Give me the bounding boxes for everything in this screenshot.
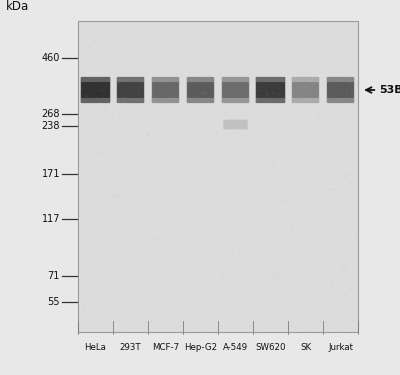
FancyBboxPatch shape: [222, 82, 249, 98]
FancyBboxPatch shape: [256, 77, 285, 103]
FancyBboxPatch shape: [187, 77, 214, 103]
Text: 238: 238: [42, 121, 60, 130]
FancyBboxPatch shape: [152, 77, 179, 103]
FancyBboxPatch shape: [81, 77, 110, 103]
Text: 53BP1: 53BP1: [379, 85, 400, 95]
Bar: [78, 21, 358, 332]
FancyBboxPatch shape: [327, 82, 354, 98]
Text: 293T: 293T: [120, 344, 141, 352]
FancyBboxPatch shape: [152, 82, 179, 98]
FancyBboxPatch shape: [81, 82, 110, 98]
FancyBboxPatch shape: [292, 82, 319, 98]
Text: HeLa: HeLa: [84, 344, 106, 352]
FancyBboxPatch shape: [117, 77, 144, 103]
Text: 268: 268: [42, 110, 60, 119]
FancyBboxPatch shape: [292, 77, 319, 103]
Text: SK: SK: [300, 344, 311, 352]
Text: 55: 55: [48, 297, 60, 307]
Text: Jurkat: Jurkat: [328, 344, 353, 352]
FancyBboxPatch shape: [222, 77, 249, 103]
Text: 171: 171: [42, 170, 60, 179]
Text: Hep-G2: Hep-G2: [184, 344, 217, 352]
Text: SW620: SW620: [255, 344, 286, 352]
FancyBboxPatch shape: [117, 82, 144, 98]
Text: 71: 71: [48, 271, 60, 280]
Text: A-549: A-549: [223, 344, 248, 352]
Text: kDa: kDa: [6, 0, 29, 13]
Text: 460: 460: [42, 53, 60, 63]
FancyBboxPatch shape: [187, 82, 214, 98]
Text: MCF-7: MCF-7: [152, 344, 179, 352]
FancyBboxPatch shape: [256, 82, 285, 98]
FancyBboxPatch shape: [223, 120, 248, 129]
FancyBboxPatch shape: [327, 77, 354, 103]
Text: 117: 117: [42, 214, 60, 224]
